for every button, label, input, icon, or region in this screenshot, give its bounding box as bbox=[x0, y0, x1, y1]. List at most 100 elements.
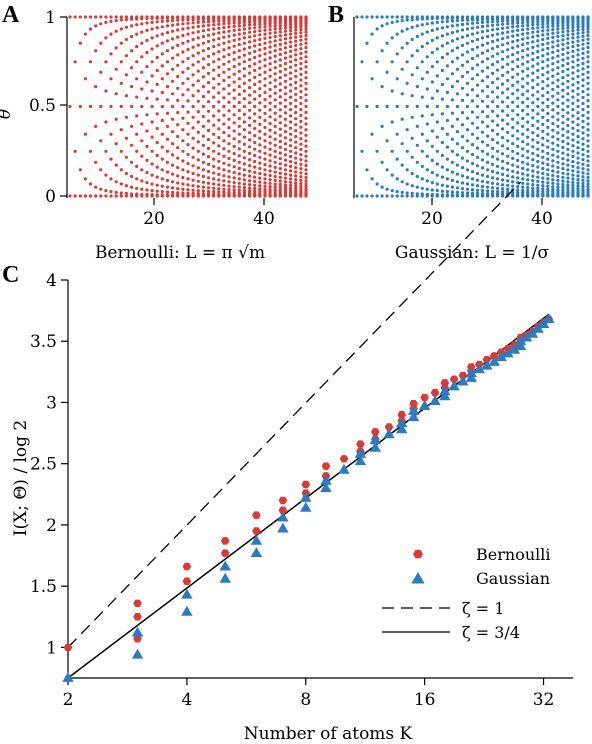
scatter-point bbox=[268, 153, 272, 157]
scatter-point bbox=[516, 24, 520, 28]
scatter-point bbox=[370, 77, 374, 81]
scatter-point bbox=[140, 154, 144, 158]
scatter-point bbox=[232, 80, 236, 84]
scatter-point bbox=[586, 27, 590, 31]
scatter-point bbox=[445, 32, 449, 36]
scatter-point bbox=[480, 120, 485, 124]
scatter-point bbox=[206, 176, 211, 180]
scatter-point bbox=[430, 51, 434, 55]
scatter-point bbox=[294, 151, 298, 155]
scatter-point bbox=[425, 55, 429, 59]
scatter-point bbox=[526, 182, 530, 186]
scatter-point bbox=[536, 170, 540, 174]
scatter-point bbox=[506, 139, 510, 143]
scatter-point bbox=[526, 149, 530, 153]
bernoulli-point bbox=[430, 388, 440, 397]
scatter-point bbox=[248, 169, 252, 173]
scatter-point bbox=[304, 24, 308, 28]
panel-a: A θ 1 0.5 0 20 40 Bernoulli: L = π √m bbox=[0, 2, 308, 263]
scatter-point bbox=[283, 163, 288, 167]
scatter-point bbox=[99, 194, 103, 198]
scatter-point bbox=[119, 194, 123, 198]
scatter-point bbox=[475, 115, 480, 119]
scatter-point bbox=[551, 128, 555, 132]
scatter-point bbox=[486, 160, 490, 164]
scatter-point bbox=[551, 121, 555, 126]
scatter-point bbox=[263, 157, 267, 161]
scatter-point bbox=[196, 79, 200, 83]
scatter-point bbox=[566, 176, 570, 180]
scatter-point bbox=[445, 41, 449, 45]
scatter-point bbox=[511, 184, 515, 188]
scatter-point bbox=[571, 29, 575, 33]
scatter-point bbox=[400, 15, 404, 19]
scatter-point bbox=[165, 19, 170, 23]
scatter-point bbox=[511, 142, 515, 146]
scatter-point bbox=[516, 72, 520, 76]
scatter-point bbox=[289, 83, 293, 87]
scatter-point bbox=[206, 128, 211, 132]
scatter-point bbox=[576, 53, 580, 57]
scatter-point bbox=[232, 129, 236, 133]
scatter-point bbox=[521, 15, 525, 19]
scatter-point bbox=[196, 179, 200, 183]
scatter-point bbox=[155, 175, 159, 179]
scatter-point bbox=[445, 177, 449, 181]
scatter-point bbox=[283, 153, 288, 157]
scatter-point bbox=[283, 29, 288, 33]
gaussian-point bbox=[320, 482, 332, 493]
scatter-point bbox=[119, 149, 123, 153]
scatter-point bbox=[390, 60, 394, 64]
scatter-point bbox=[531, 179, 535, 183]
scatter-point bbox=[486, 114, 490, 119]
scatter-point bbox=[480, 79, 485, 83]
scatter-point bbox=[171, 163, 175, 167]
scatter-point bbox=[222, 174, 226, 178]
panel-c-ytick-label: 3.5 bbox=[30, 332, 57, 352]
scatter-point bbox=[273, 143, 277, 147]
scatter-point bbox=[566, 51, 570, 55]
gaussian-point bbox=[465, 367, 477, 377]
scatter-point bbox=[435, 182, 439, 186]
scatter-point bbox=[165, 39, 170, 43]
scatter-point bbox=[556, 34, 560, 39]
scatter-point bbox=[248, 174, 252, 178]
scatter-point bbox=[299, 95, 303, 100]
scatter-point bbox=[294, 123, 298, 127]
scatter-point bbox=[541, 94, 545, 98]
scatter-point bbox=[556, 178, 560, 182]
scatter-point bbox=[186, 56, 190, 61]
scatter-point bbox=[460, 86, 465, 90]
scatter-point bbox=[460, 74, 465, 79]
scatter-point bbox=[576, 187, 580, 191]
scatter-point bbox=[176, 98, 180, 102]
scatter-point bbox=[268, 62, 272, 66]
scatter-point bbox=[546, 22, 550, 26]
scatter-point bbox=[465, 104, 470, 109]
scatter-point bbox=[546, 36, 550, 41]
scatter-point bbox=[155, 44, 159, 48]
scatter-point bbox=[196, 30, 200, 34]
scatter-point bbox=[263, 132, 267, 136]
scatter-point bbox=[263, 151, 267, 155]
scatter-point bbox=[450, 30, 454, 35]
scatter-point bbox=[140, 122, 144, 126]
scatter-point bbox=[385, 41, 389, 45]
scatter-point bbox=[299, 137, 303, 141]
scatter-point bbox=[191, 184, 195, 188]
scatter-point bbox=[551, 178, 555, 182]
scatter-point bbox=[460, 18, 465, 22]
scatter-point bbox=[566, 186, 570, 190]
scatter-point bbox=[440, 175, 444, 179]
scatter-point bbox=[88, 15, 93, 19]
scatter-point bbox=[191, 171, 195, 176]
scatter-point bbox=[135, 186, 139, 190]
scatter-point bbox=[171, 79, 175, 83]
scatter-point bbox=[501, 31, 505, 35]
scatter-point bbox=[299, 142, 303, 146]
scatter-point bbox=[445, 104, 449, 109]
scatter-point bbox=[511, 25, 515, 29]
scatter-point bbox=[395, 15, 399, 19]
scatter-point bbox=[283, 41, 288, 45]
scatter-point bbox=[526, 74, 530, 78]
